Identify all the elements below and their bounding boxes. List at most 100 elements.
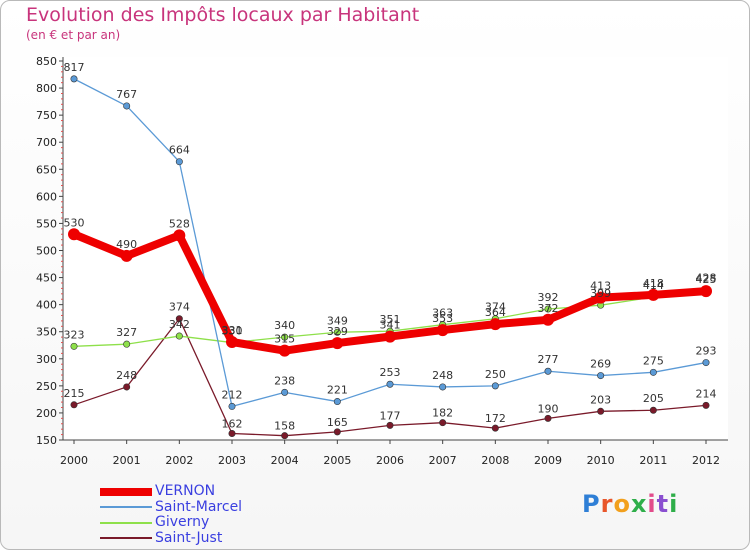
y-tick-label: 700 bbox=[36, 136, 57, 149]
legend-item: Saint-Just bbox=[100, 529, 242, 547]
data-label: 221 bbox=[327, 384, 348, 397]
data-label: 327 bbox=[116, 326, 137, 339]
data-label: 528 bbox=[169, 217, 190, 230]
data-point bbox=[70, 75, 78, 83]
y-tick-label: 400 bbox=[36, 299, 57, 312]
data-label: 331 bbox=[222, 324, 243, 337]
data-point bbox=[544, 367, 552, 375]
data-label: 428 bbox=[696, 271, 717, 284]
data-label: 353 bbox=[432, 312, 453, 325]
data-point bbox=[278, 344, 291, 357]
data-point bbox=[333, 328, 341, 336]
legend-item: Saint-Marcel bbox=[100, 498, 243, 516]
legend-label: Giverny bbox=[155, 514, 210, 531]
data-point bbox=[123, 383, 131, 391]
data-point bbox=[436, 324, 449, 337]
legend-label: Saint-Marcel bbox=[155, 498, 243, 515]
x-tick-label: 2001 bbox=[113, 454, 141, 467]
data-label: 767 bbox=[116, 88, 137, 101]
chart-legend: VERNON Saint-Marcel Giverny Saint-Just bbox=[100, 484, 242, 546]
y-tick-label: 550 bbox=[36, 217, 57, 230]
data-label: 413 bbox=[590, 280, 611, 293]
data-point bbox=[491, 424, 499, 432]
data-point bbox=[175, 315, 183, 323]
data-point bbox=[228, 402, 236, 410]
data-point bbox=[123, 340, 131, 348]
y-tick-label: 450 bbox=[36, 272, 57, 285]
legend-swatch bbox=[100, 506, 152, 509]
data-label: 248 bbox=[432, 369, 453, 382]
data-point bbox=[384, 330, 396, 343]
y-tick-label: 500 bbox=[36, 245, 57, 258]
y-tick-label: 750 bbox=[36, 109, 57, 122]
data-point bbox=[120, 249, 133, 262]
data-label: 275 bbox=[643, 354, 664, 367]
x-tick-label: 2012 bbox=[692, 454, 720, 467]
y-tick-label: 650 bbox=[36, 163, 57, 176]
legend-item: Giverny bbox=[100, 515, 242, 531]
data-label: 399 bbox=[590, 287, 611, 300]
data-point bbox=[489, 318, 502, 331]
data-label: 664 bbox=[169, 144, 190, 157]
legend-label: Saint-Just bbox=[155, 529, 223, 546]
data-point bbox=[439, 419, 447, 427]
legend-swatch bbox=[100, 521, 152, 524]
data-point bbox=[702, 359, 710, 367]
data-point bbox=[544, 305, 552, 313]
data-label: 177 bbox=[380, 409, 401, 422]
data-point bbox=[649, 406, 657, 414]
data-point bbox=[333, 428, 341, 436]
data-point bbox=[123, 102, 131, 110]
data-label: 817 bbox=[64, 61, 85, 74]
chart-title: Evolution des Impôts locaux par Habitant bbox=[26, 4, 420, 26]
data-label: 414 bbox=[643, 279, 664, 292]
data-label: 364 bbox=[485, 306, 506, 319]
data-label: 374 bbox=[169, 301, 190, 314]
data-label: 172 bbox=[485, 412, 506, 425]
data-label: 490 bbox=[116, 238, 137, 251]
data-point bbox=[70, 401, 78, 409]
data-label: 253 bbox=[380, 366, 401, 379]
data-point bbox=[281, 388, 289, 396]
x-tick-label: 2000 bbox=[60, 454, 88, 467]
data-label: 372 bbox=[538, 302, 559, 315]
legend-swatch bbox=[100, 537, 152, 540]
y-tick-label: 300 bbox=[36, 353, 57, 366]
data-label: 315 bbox=[274, 333, 295, 346]
data-point bbox=[281, 432, 289, 440]
data-point bbox=[173, 229, 186, 242]
data-label: 374 bbox=[485, 301, 506, 314]
data-label: 329 bbox=[327, 325, 348, 338]
data-point bbox=[647, 288, 660, 301]
data-label: 425 bbox=[696, 273, 717, 286]
y-tick-label: 200 bbox=[36, 407, 57, 420]
data-point bbox=[597, 372, 605, 380]
data-point bbox=[333, 398, 341, 406]
data-point bbox=[649, 368, 657, 376]
data-label: 269 bbox=[590, 358, 611, 371]
y-tick-label: 150 bbox=[36, 434, 57, 447]
data-label: 341 bbox=[380, 319, 401, 332]
data-label: 162 bbox=[222, 418, 243, 431]
data-point bbox=[70, 342, 78, 350]
y-tick-label: 350 bbox=[36, 326, 57, 339]
data-label: 205 bbox=[643, 392, 664, 405]
data-point bbox=[544, 414, 552, 422]
x-tick-label: 2010 bbox=[587, 454, 615, 467]
data-point bbox=[700, 285, 712, 298]
data-label: 214 bbox=[696, 387, 717, 400]
data-point bbox=[175, 158, 183, 166]
legend-label: VERNON bbox=[155, 483, 216, 500]
plot-area bbox=[63, 57, 728, 440]
data-point bbox=[702, 401, 710, 409]
x-tick-label: 2003 bbox=[218, 454, 246, 467]
x-tick-label: 2006 bbox=[376, 454, 404, 467]
data-point bbox=[542, 313, 554, 326]
data-point bbox=[386, 421, 394, 429]
data-label: 158 bbox=[274, 420, 295, 433]
legend-item: VERNON bbox=[100, 484, 242, 500]
legend-swatch bbox=[100, 487, 152, 496]
data-label: 190 bbox=[538, 402, 559, 415]
data-point bbox=[594, 291, 607, 304]
data-label: 238 bbox=[274, 374, 295, 387]
